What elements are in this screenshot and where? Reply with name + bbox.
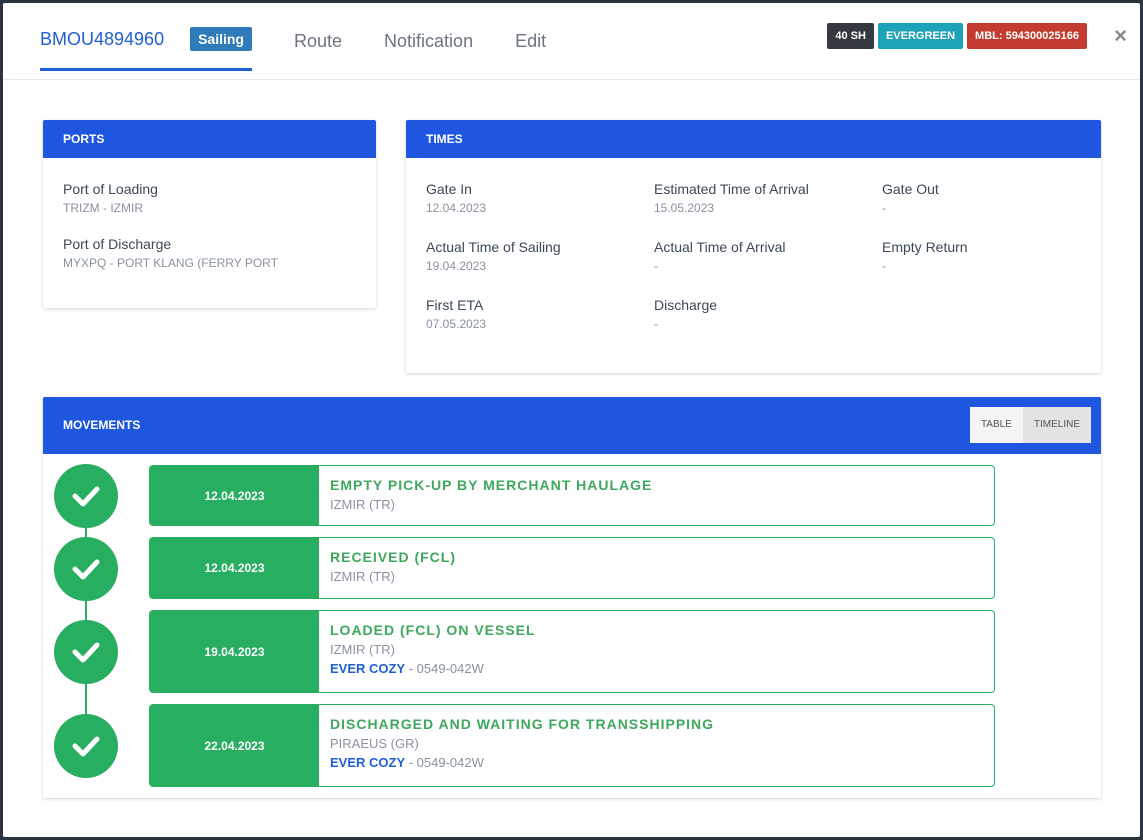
event-location: IZMIR (TR): [330, 569, 395, 584]
time-field-value: 19.04.2023: [426, 259, 487, 273]
event-date: 19.04.2023: [150, 611, 319, 692]
check-icon: [54, 714, 118, 778]
time-field-ats: Actual Time of Sailing 19.04.2023: [426, 239, 561, 273]
event-date: 22.04.2023: [150, 705, 319, 786]
timeline-connector: [85, 492, 87, 742]
voyage-number: - 0549-042W: [405, 661, 484, 676]
view-timeline-button[interactable]: TIMELINE: [1022, 407, 1091, 443]
port-of-discharge-label: Port of Discharge: [63, 236, 172, 252]
time-field-value: -: [882, 201, 886, 215]
tab-edit[interactable]: Edit: [515, 31, 547, 51]
check-icon: [54, 464, 118, 528]
movement-event: 22.04.2023 DISCHARGED AND WAITING FOR TR…: [149, 704, 995, 787]
event-title: LOADED (FCL) ON VESSEL: [330, 622, 536, 638]
time-field-ata: Actual Time of Arrival -: [654, 239, 786, 273]
close-button[interactable]: ×: [1114, 23, 1127, 48]
event-location: IZMIR (TR): [330, 642, 395, 657]
movement-event: 19.04.2023 LOADED (FCL) ON VESSEL IZMIR …: [149, 610, 995, 693]
mbl-badge: MBL: 594300025166: [967, 23, 1087, 49]
view-table-button[interactable]: TABLE: [969, 407, 1023, 443]
time-field-eta: Estimated Time of Arrival 15.05.2023: [654, 181, 809, 215]
ports-card: PORTS Port of Loading TRIZM - IZMIR Port…: [43, 120, 376, 308]
time-field-label: Estimated Time of Arrival: [654, 181, 809, 197]
event-body: DISCHARGED AND WAITING FOR TRANSSHIPPING…: [330, 716, 714, 770]
time-field-label: Actual Time of Sailing: [426, 239, 561, 255]
event-date: 12.04.2023: [150, 466, 319, 525]
movement-event: 12.04.2023 RECEIVED (FCL) IZMIR (TR): [149, 537, 995, 599]
tab-notification[interactable]: Notification: [384, 31, 474, 51]
movements-card-header: MOVEMENTS TABLE TIMELINE: [43, 397, 1101, 454]
times-card-title: TIMES: [406, 120, 1101, 158]
event-vessel: EVER COZY - 0549-042W: [330, 755, 714, 770]
event-location: IZMIR (TR): [330, 497, 395, 512]
event-vessel: EVER COZY - 0549-042W: [330, 661, 536, 676]
time-field-first-eta: First ETA 07.05.2023: [426, 297, 486, 331]
event-body: EMPTY PICK-UP BY MERCHANT HAULAGE IZMIR …: [330, 477, 652, 512]
time-field-label: Empty Return: [882, 239, 968, 255]
ports-card-title: PORTS: [43, 120, 376, 158]
time-field-label: First ETA: [426, 297, 484, 313]
time-field-discharge: Discharge -: [654, 297, 717, 331]
movement-event: 12.04.2023 EMPTY PICK-UP BY MERCHANT HAU…: [149, 465, 995, 526]
time-field-label: Gate Out: [882, 181, 939, 197]
time-field-value: 15.05.2023: [654, 201, 715, 215]
event-body: LOADED (FCL) ON VESSEL IZMIR (TR) EVER C…: [330, 622, 536, 676]
check-icon: [54, 620, 118, 684]
tab-route[interactable]: Route: [293, 31, 343, 51]
event-title: DISCHARGED AND WAITING FOR TRANSSHIPPING: [330, 716, 715, 732]
time-field-gate-in: Gate In 12.04.2023: [426, 181, 486, 215]
event-title: EMPTY PICK-UP BY MERCHANT HAULAGE: [330, 477, 653, 493]
event-title: RECEIVED (FCL): [330, 549, 456, 565]
vessel-name[interactable]: EVER COZY: [330, 661, 406, 676]
vessel-name[interactable]: EVER COZY: [330, 755, 406, 770]
time-field-value: -: [882, 259, 886, 273]
port-of-discharge-value: MYXPQ - PORT KLANG (FERRY PORT: [63, 256, 278, 270]
event-date: 12.04.2023: [150, 538, 319, 598]
carrier-badge: EVERGREEN: [877, 23, 964, 49]
time-field-label: Discharge: [654, 297, 718, 313]
port-of-discharge: Port of Discharge MYXPQ - PORT KLANG (FE…: [63, 236, 278, 270]
shipment-modal: BMOU4894960 Sailing Route Notification E…: [3, 3, 1140, 837]
time-field-value: 07.05.2023: [426, 317, 487, 331]
view-toggle: TABLE TIMELINE: [969, 407, 1091, 443]
time-field-label: Gate In: [426, 181, 472, 197]
port-of-loading-label: Port of Loading: [63, 181, 158, 197]
voyage-number: - 0549-042W: [405, 755, 484, 770]
time-field-value: -: [654, 259, 658, 273]
check-icon: [54, 537, 118, 601]
movements-card: MOVEMENTS TABLE TIMELINE 12.04.2023 EMPT…: [43, 397, 1101, 798]
info-badges: 40 SH EVERGREEN MBL: 594300025166: [827, 23, 1087, 49]
movements-card-title: MOVEMENTS: [63, 418, 141, 432]
time-field-gate-out: Gate Out -: [882, 181, 939, 215]
tab-container[interactable]: BMOU4894960 Sailing: [40, 11, 252, 71]
time-field-value: -: [654, 317, 658, 331]
port-of-loading-value: TRIZM - IZMIR: [63, 201, 143, 215]
times-card: TIMES Gate In 12.04.2023 Estimated Time …: [406, 120, 1101, 373]
modal-nav: BMOU4894960 Sailing Route Notification E…: [40, 3, 588, 80]
size-badge: 40 SH: [827, 23, 874, 49]
container-id: BMOU4894960: [40, 28, 165, 49]
status-badge: Sailing: [190, 27, 252, 51]
event-location: PIRAEUS (GR): [330, 736, 419, 751]
time-field-empty-return: Empty Return -: [882, 239, 968, 273]
time-field-value: 12.04.2023: [426, 201, 487, 215]
event-body: RECEIVED (FCL) IZMIR (TR): [330, 549, 456, 584]
port-of-loading: Port of Loading TRIZM - IZMIR: [63, 181, 158, 215]
time-field-label: Actual Time of Arrival: [654, 239, 786, 255]
modal-header: BMOU4894960 Sailing Route Notification E…: [3, 3, 1140, 80]
